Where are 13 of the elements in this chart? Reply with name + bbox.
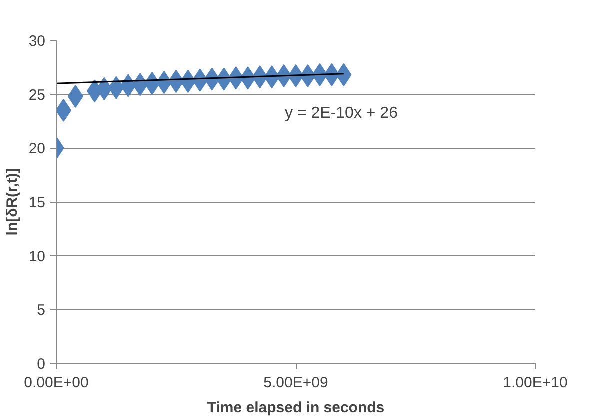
y-axis-title: ln[δR(r,t)]	[4, 168, 21, 236]
y-tick-label: 10	[28, 248, 46, 266]
x-tick-label: 0.00E+00	[24, 374, 89, 392]
x-axis-title: Time elapsed in seconds	[207, 400, 385, 416]
x-tick-label: 5.00E+09	[264, 374, 328, 392]
y-tick-label: 30	[28, 33, 46, 50]
y-tick-label: 20	[28, 140, 46, 158]
y-tick-label: 25	[28, 86, 46, 104]
x-tick-label: 1.00E+10	[503, 374, 568, 392]
annotation: y = 2E-10x + 26	[285, 105, 398, 122]
y-tick-label: 15	[28, 194, 46, 212]
y-tick-label: 0	[37, 356, 46, 373]
y-tick-label: 5	[37, 302, 46, 320]
